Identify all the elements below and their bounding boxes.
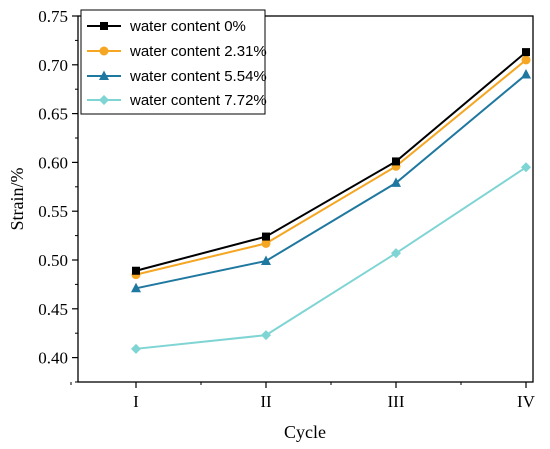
legend-entry: water content 0% xyxy=(87,18,246,35)
y-tick-label: 0.65 xyxy=(38,105,68,124)
legend-label: water content 2.31% xyxy=(129,43,267,60)
data-point xyxy=(261,238,271,248)
data-point xyxy=(261,255,271,265)
legend-label: water content 0% xyxy=(129,18,246,35)
y-tick-label: 0.60 xyxy=(38,153,68,172)
data-point xyxy=(262,232,270,241)
series-3 xyxy=(131,69,531,293)
series-layer xyxy=(131,48,531,354)
legend-label: water content 7.72% xyxy=(129,92,267,109)
y-tick-label: 0.50 xyxy=(38,251,68,270)
legend-entry: water content 5.54% xyxy=(87,68,267,85)
x-tick-label: II xyxy=(260,392,272,411)
data-point xyxy=(131,343,141,354)
legend-marker xyxy=(100,22,108,30)
data-point xyxy=(131,282,141,293)
legend-entry: water content 2.31% xyxy=(87,43,267,60)
x-tick-label: I xyxy=(133,392,139,411)
legend-entry: water content 7.72% xyxy=(87,92,267,109)
data-point xyxy=(521,162,531,173)
series-line xyxy=(135,59,527,276)
series-1 xyxy=(132,48,530,275)
x-tick-label: III xyxy=(388,392,405,411)
legend-marker xyxy=(99,70,109,80)
data-point xyxy=(132,266,140,275)
series-line xyxy=(135,166,527,350)
data-point xyxy=(392,157,400,166)
x-axis-title: Cycle xyxy=(284,422,326,442)
y-tick-label: 0.75 xyxy=(38,7,68,26)
y-tick-label: 0.40 xyxy=(38,349,68,368)
x-tick-label: IV xyxy=(517,392,536,411)
data-point xyxy=(522,48,530,57)
plot-frame xyxy=(77,15,534,383)
y-tick-label: 0.70 xyxy=(38,56,68,75)
data-point xyxy=(391,177,401,187)
legend-marker xyxy=(99,95,109,105)
legend-label: water content 5.54% xyxy=(129,68,267,85)
series-line xyxy=(135,73,527,290)
legend: water content 0% water content 2.31% water… xyxy=(80,9,267,115)
y-axis-title: Strain/% xyxy=(7,168,27,231)
legend-marker xyxy=(99,46,109,56)
series-line xyxy=(135,51,527,272)
data-point xyxy=(261,330,271,341)
series-4 xyxy=(131,162,531,354)
axis-ticks: 0.400.450.500.550.600.650.700.75I II III IV xyxy=(38,7,535,411)
data-point xyxy=(391,248,401,259)
y-tick-label: 0.55 xyxy=(38,202,68,221)
legend-box xyxy=(80,9,266,115)
data-point xyxy=(521,69,531,79)
y-tick-label: 0.45 xyxy=(38,300,68,319)
data-point xyxy=(521,55,531,65)
